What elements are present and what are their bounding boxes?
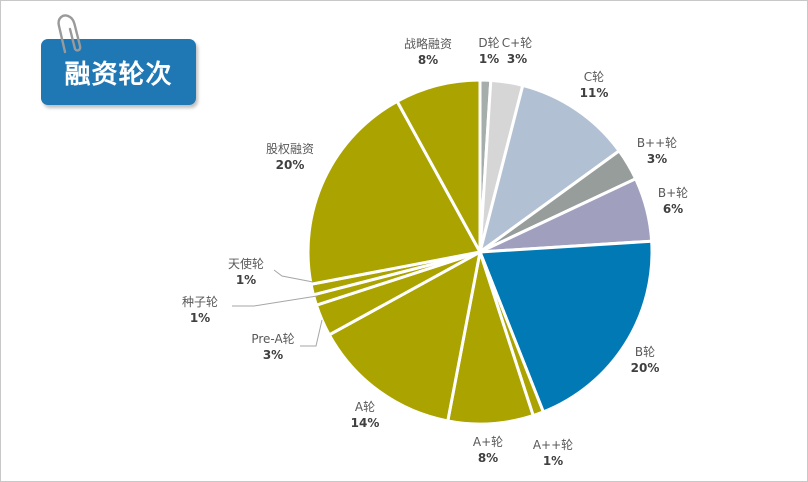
slice-name-label: 战略融资 [404,36,452,51]
slice-percent-label: 20% [276,158,305,172]
slice-name-label: D轮 [478,36,499,50]
pie-slice [477,83,622,256]
slice-name-label: A轮 [355,400,375,414]
slice-name-label: A++轮 [533,438,573,452]
leader-line [232,295,318,307]
slice-percent-label: 6% [663,202,683,216]
leader-line [273,269,314,283]
slice-name-label: 种子轮 [182,295,218,309]
slice-name-label: C+轮 [502,36,532,50]
slice-name-label: A+轮 [473,435,503,449]
leader-line [300,319,323,347]
slice-percent-label: 8% [418,53,438,67]
pie-slice [327,249,483,423]
slice-name-label: C轮 [584,70,604,84]
pie-slice [477,239,654,414]
slice-percent-label: 1% [543,454,563,468]
slice-percent-label: 14% [351,416,380,430]
pie-slice [306,99,483,286]
slice-percent-label: 1% [236,273,256,287]
slice-percent-label: 1% [479,52,499,66]
paperclip-icon [57,14,82,54]
chart-title: 融资轮次 [64,59,173,90]
slice-name-label: B轮 [635,345,655,359]
title-badge: 融资轮次 [41,39,196,105]
slice-name-label: Pre-A轮 [251,332,294,346]
slice-percent-label: 8% [478,451,498,465]
slice-name-label: B+轮 [658,186,688,200]
slice-name-label: B++轮 [637,136,677,150]
slice-name-label: 天使轮 [228,256,264,271]
slice-percent-label: 20% [631,361,660,375]
slice-percent-label: 11% [580,86,609,100]
slice-percent-label: 3% [263,348,283,362]
pie-slice [395,78,482,253]
slice-percent-label: 1% [190,311,210,325]
slice-percent-label: 3% [507,52,527,66]
slice-name-label: 股权融资 [266,142,314,156]
slice-percent-label: 3% [647,152,667,166]
